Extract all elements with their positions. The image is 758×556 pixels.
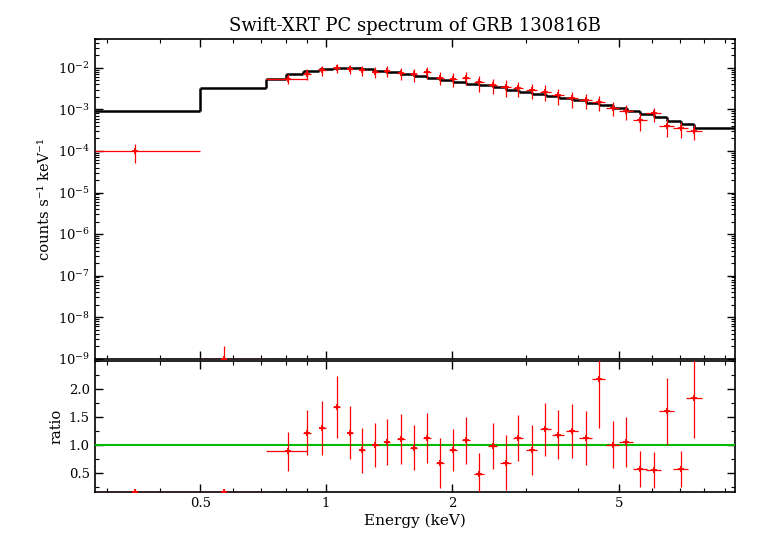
Y-axis label: ratio: ratio [49, 409, 64, 444]
Title: Swift-XRT PC spectrum of GRB 130816B: Swift-XRT PC spectrum of GRB 130816B [229, 17, 601, 34]
Y-axis label: counts s⁻¹ keV⁻¹: counts s⁻¹ keV⁻¹ [38, 138, 52, 260]
X-axis label: Energy (keV): Energy (keV) [364, 514, 466, 529]
